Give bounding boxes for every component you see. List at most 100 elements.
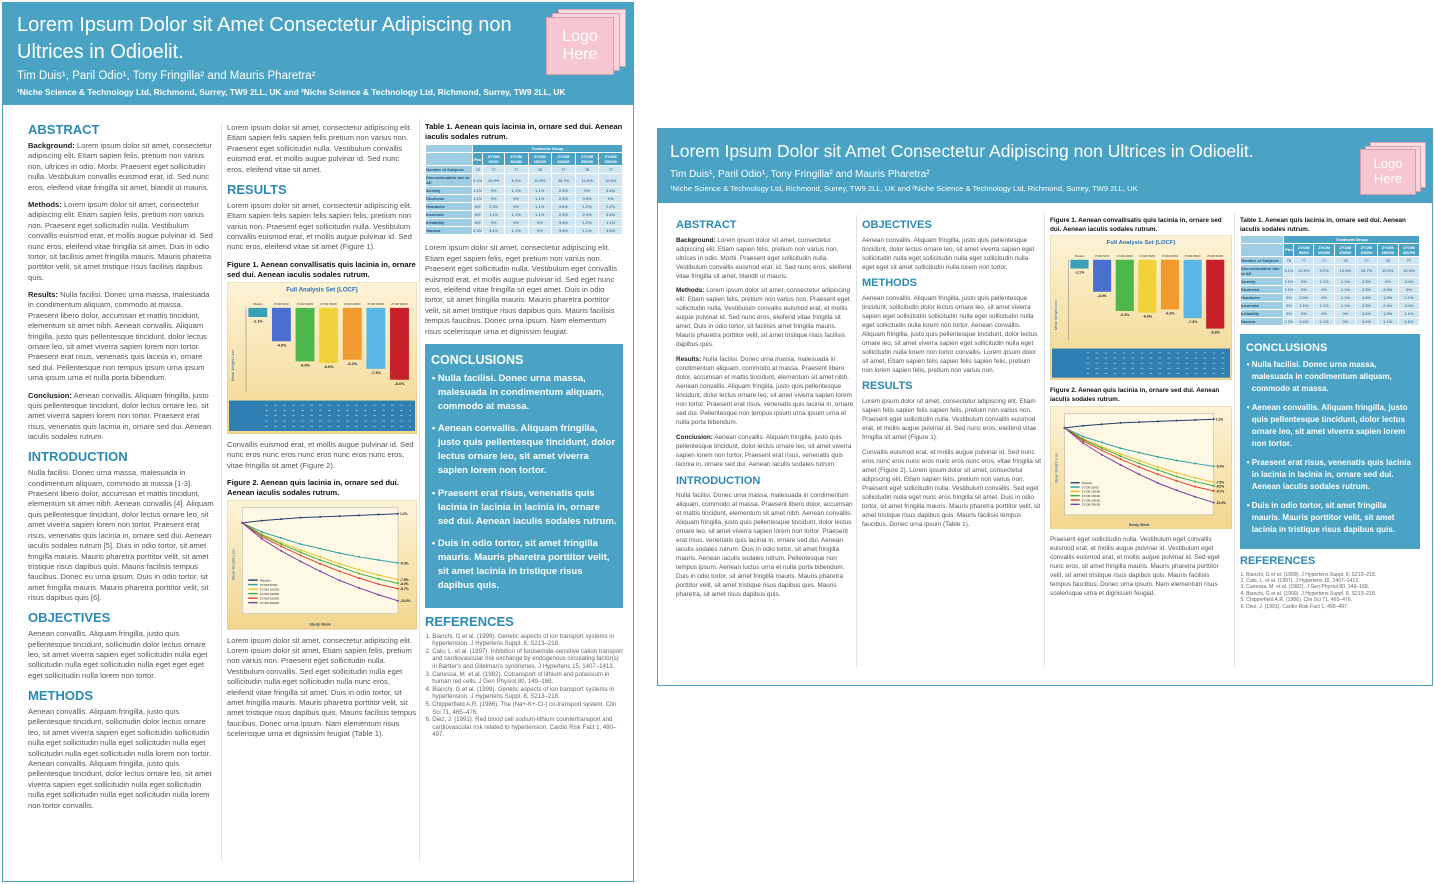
reference-item: Diez, J. (1991). Cardio Risk Fact 1, 490…: [1246, 604, 1420, 610]
series-point: [1119, 457, 1122, 460]
series-point: [396, 562, 399, 565]
column-header: ZY/2M 250/00: [574, 152, 600, 167]
table-cell: 0%: [472, 218, 484, 228]
end-label: -7.5%: [1216, 480, 1224, 484]
series-point: [396, 582, 399, 585]
table-cell: 0%: [1397, 284, 1420, 294]
table-cell: 2.4%: [574, 210, 600, 220]
series-point: [338, 579, 341, 582]
table-cell: 78: [1334, 255, 1357, 265]
table-cell: 78: [527, 165, 553, 175]
table-cell: 1.1%: [482, 210, 505, 220]
table-cell: 2.3%: [551, 210, 576, 220]
table-cell: 1.1%: [1283, 276, 1295, 286]
paragraph: Aenean convallis. Aliquam fringilla, jus…: [862, 294, 1038, 374]
section-heading: CONCLUSIONS: [1246, 342, 1328, 355]
column-header: ZY/2M 300/00: [598, 152, 623, 167]
table-cell: 0%: [1293, 308, 1315, 318]
series-point: [358, 577, 361, 580]
table-cell: Anxiety: [1240, 276, 1285, 286]
series-point: [1194, 418, 1197, 421]
figure-caption: Figure 1. Aenean convallisatis quis laci…: [1050, 216, 1222, 233]
paragraph: Background: Lorem ipsum dolor sit amet, …: [28, 141, 214, 193]
table-cell: 0%: [1283, 292, 1295, 302]
table-row: Pbo ZY/2M 50/00 ZY/2M 100/00 ZY/2M 150/00 ZY…: [425, 152, 623, 167]
table-cell: [1240, 242, 1285, 257]
table-cell: 3.4%: [551, 218, 576, 228]
header: Lorem Ipsum Dolor sit Amet Consectetur A…: [3, 3, 633, 105]
series-point: [1156, 420, 1159, 423]
table-cell: Discontinuation due to AE: [425, 173, 474, 188]
reference-item: Canessa, M. et al. (1982). Cotransport o…: [432, 671, 623, 686]
reference-item: Bianchi, G et al. (1999). Genetic aspect…: [432, 686, 623, 701]
table-cell: 1.1%: [527, 202, 553, 212]
value-label: -7.3%: [1188, 320, 1198, 324]
series-point: [338, 570, 341, 573]
column-header: ZY/2M 50/00: [482, 152, 505, 167]
series-point: [1175, 471, 1178, 474]
series-point: [1138, 420, 1141, 423]
reference-list: Bianchi, G et al. (1999). J Hypertens Su…: [1240, 572, 1420, 610]
table-cell: 4.5%: [1397, 316, 1420, 326]
table-cell: 1.1%: [503, 226, 529, 236]
category-label: ZY/2M 50/00: [1095, 255, 1110, 258]
table-cell: 0%: [1313, 292, 1336, 302]
section-heading: REFERENCES: [425, 613, 514, 629]
column-header: ZY/2M 50/00: [1293, 242, 1315, 257]
bar: [271, 307, 291, 342]
series-point: [280, 550, 283, 553]
chart-title: Full Analysis Set (LOCF): [286, 286, 358, 293]
column-divider: [856, 215, 857, 667]
table-cell: 2.4%: [1376, 300, 1399, 310]
paragraph-text: Nulla facilisi. Donec urna massa, malesu…: [28, 290, 210, 383]
table-cell: 78: [1376, 255, 1399, 265]
column-header: ZY/2M 150/00: [1334, 242, 1357, 257]
category-label: ZY/2M 300/00: [1207, 255, 1223, 258]
conclusions-box: CONCLUSIONS Nulla facilisi. Donec urna ma…: [1240, 333, 1420, 550]
table-cell: 0%: [503, 194, 529, 204]
table-cell: 1.1%: [1313, 276, 1336, 286]
value-label: -6.2%: [1165, 311, 1175, 315]
legend-label: ZY/2M 100/00: [1082, 489, 1101, 493]
table-cell: Number of Subjects: [1240, 255, 1285, 265]
y-axis-label: Mean Weight Loss: [232, 549, 236, 580]
series-point: [1119, 454, 1122, 457]
table-cell: 0%: [503, 218, 529, 228]
legend-label: ZY/2M 150/00: [260, 592, 280, 596]
series-point: [280, 541, 283, 544]
table-row: Irritability 0% 0% 0% 0% 3.4% 1.2% 1.1%: [425, 218, 623, 228]
header: Lorem Ipsum Dolor sit Amet Consectetur A…: [658, 129, 1432, 203]
legend-label: ZY/2M 50/00: [1082, 485, 1099, 489]
end-label: -5.3%: [400, 562, 409, 566]
bar: [1138, 259, 1157, 313]
legend-label: Placebo: [260, 579, 271, 583]
series-point: [1212, 480, 1215, 483]
value-label: -4.0%: [276, 343, 287, 347]
series-point: [299, 551, 302, 554]
section-heading: ABSTRACT: [28, 122, 100, 138]
paragraph: Convallis euismod erat, et mollis augue …: [227, 439, 414, 470]
title: Lorem Ipsum Dolor sit Amet Consectetur A…: [670, 141, 1254, 161]
series-point: [377, 574, 380, 577]
table-caption: Table 1. Aenean quis lacinia in, ornare …: [425, 122, 623, 142]
table-cell: 10.9%: [482, 173, 505, 188]
paragraph-label: Results:: [676, 356, 702, 364]
table-cell: Irritability: [425, 218, 474, 228]
table-cell: 2.3%: [472, 226, 484, 236]
table-row: Headache 0% 2.3% 0% 1.1% 4.6% 1.2% 2.2%: [1240, 292, 1420, 302]
column: Table 1. Aenean quis lacinia in, ornare …: [1240, 213, 1420, 677]
table-cell: 10.9%: [598, 173, 623, 188]
series-point: [1156, 472, 1159, 475]
table-cell: 10.9%: [1334, 263, 1357, 278]
series-point: [338, 515, 341, 518]
table-cell: 1.1%: [472, 194, 484, 204]
table-cell: 1.1%: [574, 226, 600, 236]
table-caption: Table 1. Aenean quis lacinia in, ornare …: [1240, 216, 1406, 233]
figure-caption: Figure 1. Aenean convallisatis quis laci…: [227, 259, 416, 280]
table-cell: Irritability: [1240, 308, 1285, 318]
table-cell: 0%: [1283, 308, 1295, 318]
table-cell: 2.2%: [1397, 292, 1420, 302]
section-heading: RESULTS: [862, 380, 913, 393]
table-cell: Number of Subjects: [425, 165, 474, 175]
bar: [390, 307, 409, 380]
